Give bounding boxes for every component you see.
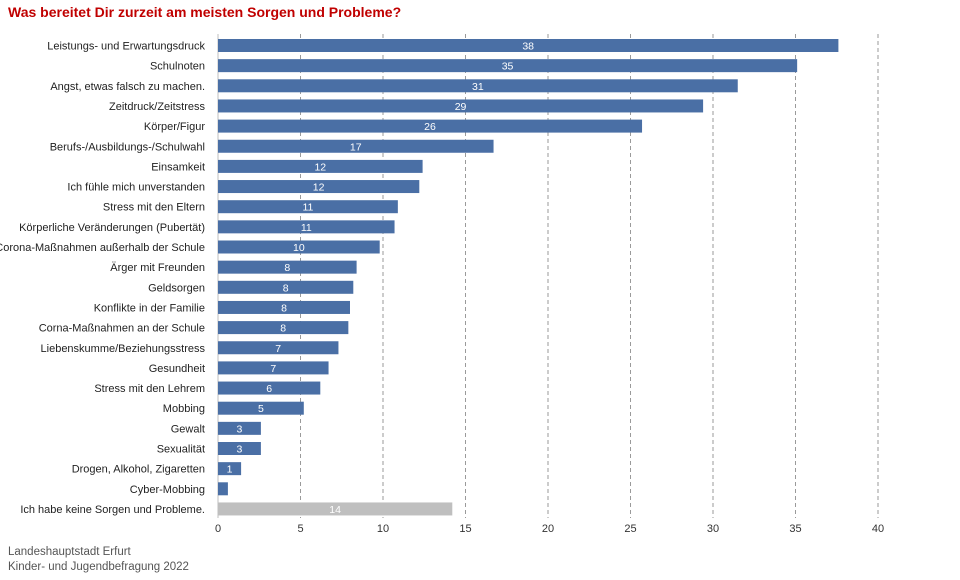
bar (218, 361, 329, 375)
x-tick-label: 0 (215, 523, 221, 535)
chart-title: Was bereitet Dir zurzeit am meisten Sorg… (8, 4, 402, 20)
x-tick-label: 20 (542, 523, 554, 535)
x-tick-label: 30 (707, 523, 719, 535)
category-label: Leistungs- und Erwartungsdruck (47, 41, 205, 53)
bar (218, 159, 423, 173)
category-label: Ärger mit Freunden (110, 262, 205, 274)
data-label: 8 (284, 262, 290, 274)
bar (218, 79, 738, 93)
bars (218, 39, 839, 516)
source-note: Landeshauptstadt Erfurt Kinder- und Juge… (8, 545, 189, 575)
data-label: 26 (424, 121, 436, 133)
x-tick-label: 25 (624, 523, 636, 535)
data-label: 6 (266, 383, 272, 395)
data-label: 5 (258, 403, 264, 415)
data-label: 3 (237, 423, 243, 435)
bar (218, 401, 304, 415)
data-label: 8 (281, 302, 287, 314)
category-label: Gesundheit (149, 363, 205, 375)
data-label: 3 (237, 444, 243, 456)
bar (218, 240, 380, 254)
category-label: Zeitdruck/Zeitstress (109, 101, 205, 113)
x-tick-label: 5 (297, 523, 303, 535)
data-label: 10 (293, 242, 305, 254)
bar (218, 300, 350, 314)
data-label: 14 (329, 504, 341, 516)
category-label: Cyber-Mobbing (130, 484, 205, 496)
bar (218, 139, 494, 153)
bar (218, 482, 228, 496)
category-label: Stress mit den Eltern (103, 202, 205, 214)
data-label: 11 (302, 202, 313, 214)
x-tick-label: 40 (872, 523, 884, 535)
category-label: Corna-Maßnahmen an der Schule (39, 323, 205, 335)
data-label: 11 (301, 222, 312, 234)
category-label: Körper/Figur (144, 121, 205, 133)
bar (218, 462, 242, 476)
category-label: Stress mit den Lehrem (94, 383, 205, 395)
bar (218, 180, 420, 194)
category-label: Angst, etwas falsch zu machen. (50, 81, 205, 93)
data-label: 38 (522, 41, 534, 53)
source-line-2: Kinder- und Jugendbefragung 2022 (8, 561, 189, 573)
category-label: Geldsorgen (148, 282, 205, 294)
bar (218, 341, 339, 355)
category-label: Gewalt (171, 423, 205, 435)
category-label: Ich fühle mich unverstanden (67, 182, 205, 194)
category-label: Corona-Maßnahmen außerhalb der Schule (0, 242, 205, 254)
category-label: Körperliche Veränderungen (Pubertät) (19, 222, 205, 234)
x-tick-label: 15 (459, 523, 471, 535)
category-label: Ich habe keine Sorgen und Probleme. (20, 504, 205, 516)
bar (218, 321, 349, 335)
bar (218, 442, 261, 455)
bar (218, 502, 453, 516)
bar (218, 280, 354, 294)
category-labels: Leistungs- und Erwartungsdruck Schulnoten… (0, 41, 205, 516)
data-label: 7 (275, 343, 281, 355)
data-label: 29 (455, 101, 467, 113)
category-label: Sexualität (157, 444, 205, 456)
data-label: 17 (350, 141, 362, 153)
gridlines (217, 34, 879, 518)
data-label: 1 (227, 464, 233, 476)
data-label: 35 (502, 61, 514, 73)
data-label: 7 (270, 363, 276, 375)
bar (218, 119, 643, 133)
category-label: Berufs-/Ausbildungs-/Schulwahl (50, 141, 205, 153)
category-label: Einsamkeit (151, 161, 205, 173)
category-label: Drogen, Alkohol, Zigaretten (72, 464, 205, 476)
bar (218, 39, 839, 52)
category-label: Schulnoten (150, 61, 205, 73)
bar (218, 59, 798, 73)
x-tick-label: 10 (377, 523, 389, 535)
bar (218, 421, 261, 435)
data-label: 31 (472, 81, 484, 93)
bar (218, 381, 321, 395)
category-label: Mobbing (163, 403, 205, 415)
data-label: 12 (314, 161, 326, 173)
bar (218, 99, 704, 113)
category-label: Konflikte in der Familie (94, 302, 205, 314)
bar (218, 220, 395, 234)
bar (218, 200, 398, 214)
data-label: 12 (313, 182, 325, 194)
data-label: 8 (283, 282, 289, 294)
category-label: Liebenskumme/Beziehungsstress (41, 343, 206, 355)
x-axis-ticks: 0 5 10 15 20 25 30 35 40 (215, 523, 884, 535)
x-tick-label: 35 (789, 523, 801, 535)
source-line-1: Landeshauptstadt Erfurt (8, 546, 131, 558)
bar (218, 260, 357, 274)
data-label: 8 (280, 323, 286, 335)
